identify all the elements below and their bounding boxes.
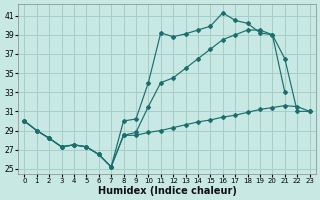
X-axis label: Humidex (Indice chaleur): Humidex (Indice chaleur) xyxy=(98,186,236,196)
